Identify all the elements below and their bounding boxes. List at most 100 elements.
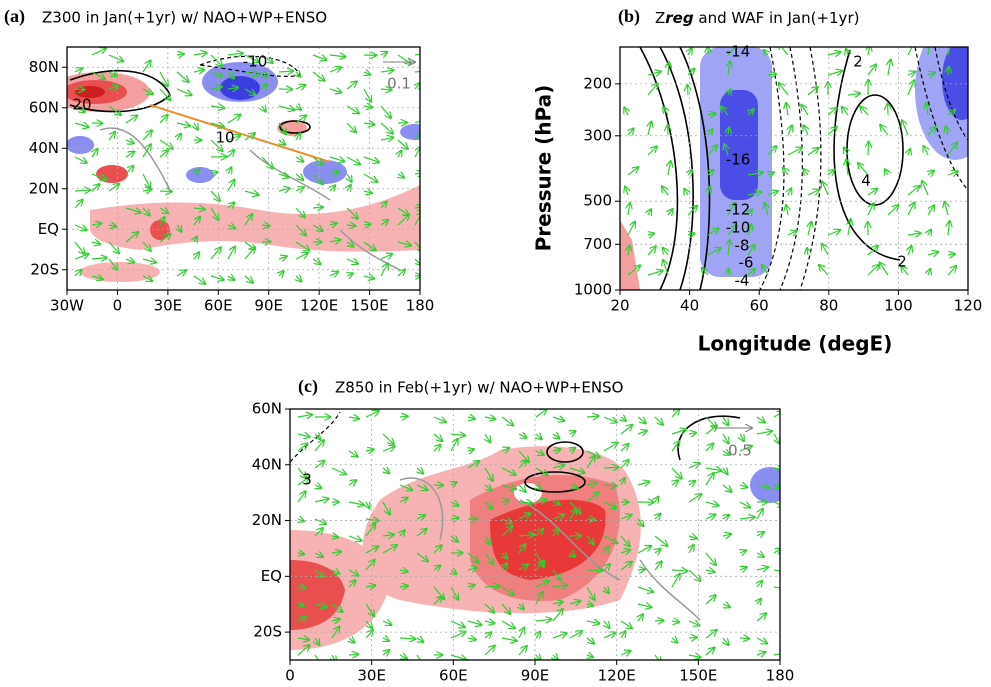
wind-vector <box>603 443 618 452</box>
wind-vector <box>739 485 747 487</box>
wind-vector <box>484 586 499 587</box>
wind-vector <box>689 481 695 485</box>
wind-vector <box>535 451 544 455</box>
wind-vector <box>91 276 103 279</box>
wind-vector <box>868 142 869 156</box>
wind-vector <box>756 485 769 488</box>
wind-vector <box>569 601 580 604</box>
wind-vector <box>885 169 888 175</box>
wind-vector <box>348 536 361 541</box>
wind-vector <box>723 637 728 645</box>
contour <box>846 94 904 206</box>
wind-vector <box>383 638 389 641</box>
wind-vector <box>778 47 789 56</box>
wind-vector <box>705 514 715 519</box>
wind-vector <box>414 70 420 73</box>
wind-vector <box>945 202 948 216</box>
wind-vector <box>867 265 879 276</box>
wind-vector <box>312 173 323 184</box>
wind-vector <box>827 127 837 136</box>
wind-vector <box>620 515 631 519</box>
wind-vector <box>654 561 662 571</box>
x-tick-label: 60 <box>750 297 769 315</box>
wind-vector <box>552 585 567 587</box>
wind-vector <box>297 434 310 437</box>
wind-vector <box>627 222 635 236</box>
wind-vector <box>880 125 889 136</box>
wind-vector <box>724 144 728 156</box>
wind-vector <box>867 203 874 216</box>
wind-vector <box>261 54 273 63</box>
wind-vector <box>804 125 808 136</box>
wind-vector <box>827 230 840 235</box>
wind-vector <box>728 269 729 276</box>
wind-vector <box>663 260 669 276</box>
wind-vector <box>688 637 697 638</box>
x-tick-label: 60E <box>439 667 468 685</box>
wind-vector <box>363 173 377 182</box>
y-tick-label: 40N <box>29 139 59 157</box>
wind-vector <box>501 448 509 451</box>
wind-vector <box>756 509 763 520</box>
contour-label: 2 <box>897 253 907 271</box>
wind-vector <box>159 234 171 243</box>
wind-vector <box>948 221 950 236</box>
wind-vector <box>586 492 599 503</box>
wind-vector <box>414 241 420 252</box>
wind-vector <box>946 127 948 136</box>
wind-vector <box>788 188 791 195</box>
wind-vector <box>927 127 936 136</box>
wind-vector <box>762 265 769 276</box>
panel-label: (b) <box>618 6 640 27</box>
wind-vector <box>684 189 688 195</box>
wind-vector <box>927 205 934 216</box>
wind-vector <box>244 247 255 260</box>
wind-vector <box>315 637 319 645</box>
wind-vector <box>108 105 121 115</box>
wind-vector <box>689 545 694 554</box>
wind-vector <box>637 604 651 607</box>
wind-vector <box>414 132 420 141</box>
wind-vector <box>536 632 540 638</box>
wind-vector <box>705 468 721 471</box>
panel-label: (a) <box>4 6 25 27</box>
wind-vector <box>227 88 238 89</box>
wind-vector <box>262 84 267 89</box>
wind-vector <box>553 529 559 537</box>
wind-vector <box>365 411 379 418</box>
wind-vector <box>125 152 134 157</box>
wind-vector <box>228 150 234 158</box>
wind-vector <box>295 85 305 89</box>
wind-vector <box>279 140 285 145</box>
wind-vector <box>671 441 679 452</box>
wind-vector <box>705 552 716 565</box>
wind-vector <box>142 241 151 251</box>
wind-vector <box>314 519 326 524</box>
shade <box>942 47 968 120</box>
wind-vector <box>922 181 929 196</box>
wind-vector <box>74 89 84 90</box>
wind-vector <box>416 485 427 490</box>
wind-vector <box>672 638 677 642</box>
contour-label: -4 <box>735 272 750 290</box>
wind-vector <box>501 526 512 537</box>
wind-vector <box>604 620 609 628</box>
wind-vector <box>450 536 458 542</box>
wind-vector <box>907 186 920 196</box>
wind-vector <box>176 54 184 55</box>
wind-vector <box>928 269 930 275</box>
wind-vector <box>74 123 89 127</box>
y-tick-label: 200 <box>583 74 612 92</box>
wind-vector <box>484 646 495 656</box>
wind-vector <box>74 105 85 112</box>
wind-vector <box>297 645 310 656</box>
wind-vector <box>756 638 767 643</box>
wind-vector <box>647 146 657 156</box>
wind-vector <box>535 409 546 418</box>
wind-vector <box>638 614 643 621</box>
contour-label: 4 <box>861 172 871 190</box>
x-tick-label: 30W <box>50 297 84 315</box>
wind-vector <box>314 654 319 660</box>
x-tick-label: 80 <box>819 297 838 315</box>
wind-vector <box>620 651 630 655</box>
